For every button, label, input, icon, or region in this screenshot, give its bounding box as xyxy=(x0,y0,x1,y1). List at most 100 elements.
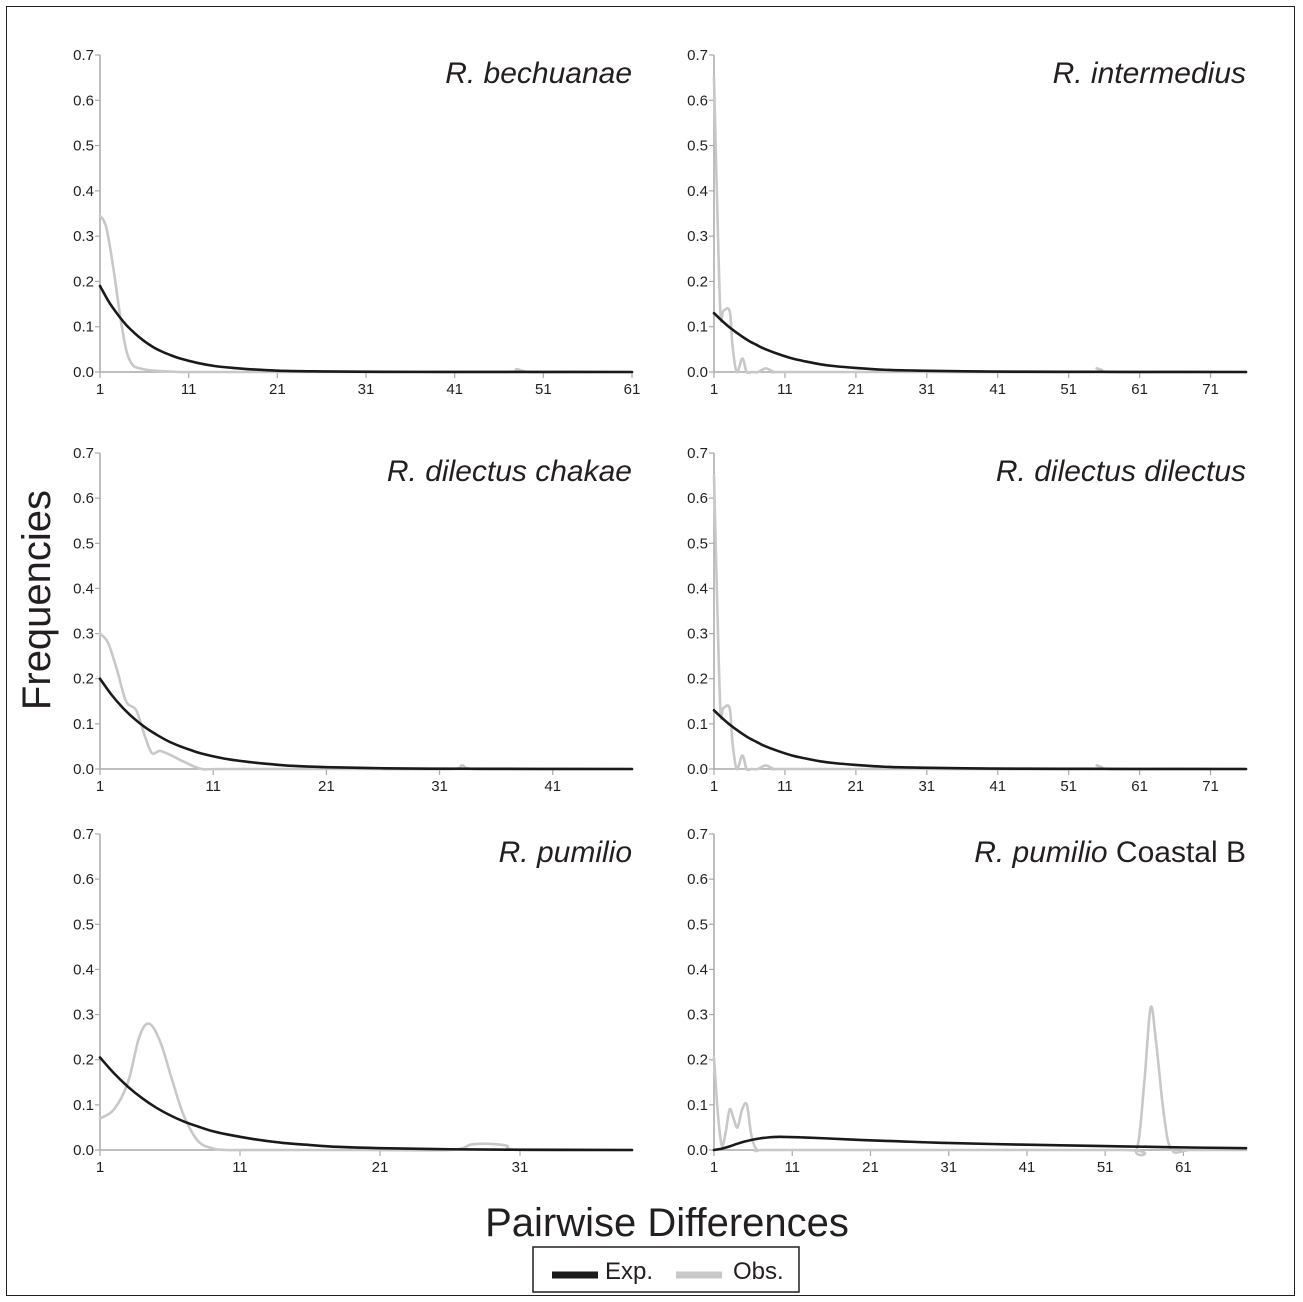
panel-title: R. intermedius xyxy=(1053,57,1246,90)
x-tick-label: 1 xyxy=(710,381,718,398)
exp-series-line xyxy=(98,677,634,771)
y-tick-label: 0.4 xyxy=(687,183,708,200)
x-tick-label: 11 xyxy=(777,778,793,795)
y-tick-label: 0.0 xyxy=(73,761,94,778)
obs-series-line xyxy=(98,632,634,771)
panel-5: 0.00.10.20.30.40.50.60.71 11 21 31R. pumili… xyxy=(73,826,634,1176)
y-tick-label: 0.0 xyxy=(687,1142,708,1159)
x-tick-label: 41 xyxy=(989,381,1006,398)
x-tick-label: 11 xyxy=(784,1159,800,1176)
y-tick-label: 0.2 xyxy=(687,671,708,688)
legend-obs-label: Obs. xyxy=(733,1258,784,1285)
x-tick-label: 61 xyxy=(1175,1159,1192,1176)
panel-2: 0.00.10.20.30.40.50.60.71 11 21 31 41 51 61 71R… xyxy=(687,47,1248,398)
panel-1: 0.00.10.20.30.40.50.60.71 11 21 31 41 51 61R. … xyxy=(73,47,640,398)
x-tick-label: 41 xyxy=(1019,1159,1036,1176)
panel-title: R. bechuanae xyxy=(445,57,632,90)
y-tick-label: 0.6 xyxy=(687,490,708,507)
y-axis-label: Frequencies xyxy=(15,490,59,710)
legend: Exp. Obs. xyxy=(532,1246,800,1293)
y-tick-label: 0.1 xyxy=(73,319,94,336)
y-tick-label: 0.4 xyxy=(73,183,94,200)
y-tick-label: 0.3 xyxy=(687,626,708,643)
exp-series-line xyxy=(712,1135,1248,1152)
x-tick-label: 21 xyxy=(862,1159,879,1176)
y-tick-label: 0.1 xyxy=(73,1097,94,1114)
y-tick-label: 0.5 xyxy=(73,535,94,552)
x-tick-label: 11 xyxy=(205,778,221,795)
x-tick-label: 21 xyxy=(848,381,865,398)
y-tick-label: 0.4 xyxy=(73,580,94,597)
obs-series-line xyxy=(98,1022,634,1152)
x-tick-label: 71 xyxy=(1202,381,1219,398)
panel-title-italic: R. intermedius xyxy=(1053,57,1246,90)
x-tick-label: 1 xyxy=(96,778,104,795)
y-tick-label: 0.1 xyxy=(687,1097,708,1114)
x-tick-label: 41 xyxy=(544,778,561,795)
y-tick-label: 0.2 xyxy=(687,1052,708,1069)
y-tick-label: 0.3 xyxy=(687,1007,708,1024)
y-tick-label: 0.7 xyxy=(687,445,708,462)
y-tick-label: 0.3 xyxy=(687,228,708,245)
y-tick-label: 0.5 xyxy=(73,138,94,155)
x-tick-label: 41 xyxy=(989,778,1006,795)
panel-6: 0.00.10.20.30.40.50.60.71 11 21 31 41 51 61R. … xyxy=(687,826,1248,1176)
x-tick-label: 1 xyxy=(96,1159,104,1176)
obs-series-line xyxy=(98,214,634,374)
x-tick-label: 51 xyxy=(1097,1159,1114,1176)
x-tick-label: 31 xyxy=(512,1159,529,1176)
panel-title: R. dilectus chakae xyxy=(387,455,632,488)
panel-3: 0.00.10.20.30.40.50.60.71 11 21 31 41R. dile… xyxy=(73,445,634,795)
x-tick-label: 11 xyxy=(181,381,197,398)
y-tick-label: 0.7 xyxy=(73,445,94,462)
y-tick-label: 0.3 xyxy=(73,1007,94,1024)
exp-series-line xyxy=(712,709,1248,771)
x-tick-label: 31 xyxy=(431,778,448,795)
y-tick-label: 0.7 xyxy=(73,47,94,64)
x-tick-label: 61 xyxy=(1131,778,1148,795)
y-tick-label: 0.4 xyxy=(73,961,94,978)
y-tick-label: 0.5 xyxy=(687,535,708,552)
x-tick-label: 21 xyxy=(372,1159,389,1176)
y-tick-label: 0.2 xyxy=(687,273,708,290)
x-axis-label: Pairwise Differences xyxy=(485,1201,849,1245)
panel-title-italic: R. bechuanae xyxy=(445,57,632,90)
x-tick-label: 11 xyxy=(232,1159,248,1176)
exp-series-line xyxy=(712,311,1248,374)
panel-title: R. pumilio Coastal B xyxy=(974,836,1246,869)
figure-frame xyxy=(6,6,1295,1296)
y-tick-label: 0.7 xyxy=(687,826,708,843)
y-tick-label: 0.4 xyxy=(687,580,708,597)
y-tick-label: 0.2 xyxy=(73,1052,94,1069)
x-tick-label: 61 xyxy=(1131,381,1148,398)
obs-series-line xyxy=(712,1005,1248,1157)
y-tick-label: 0.6 xyxy=(687,871,708,888)
panel-title: R. pumilio xyxy=(499,836,632,869)
x-tick-label: 1 xyxy=(710,778,718,795)
x-tick-label: 31 xyxy=(918,778,935,795)
x-tick-label: 31 xyxy=(358,381,375,398)
exp-series-line xyxy=(98,1056,634,1152)
y-tick-label: 0.3 xyxy=(73,626,94,643)
x-tick-label: 51 xyxy=(1060,381,1077,398)
y-tick-label: 0.2 xyxy=(73,273,94,290)
y-tick-label: 0.0 xyxy=(73,364,94,381)
x-tick-label: 31 xyxy=(918,381,935,398)
x-tick-label: 51 xyxy=(1060,778,1077,795)
y-tick-label: 0.5 xyxy=(687,138,708,155)
x-tick-label: 1 xyxy=(96,381,104,398)
y-tick-label: 0.6 xyxy=(73,490,94,507)
y-tick-label: 0.2 xyxy=(73,671,94,688)
panels: 0.00.10.20.30.40.50.60.71 11 21 31 41 51 61R. … xyxy=(73,47,1248,1176)
legend-box xyxy=(532,1246,800,1293)
legend-exp-label: Exp. xyxy=(605,1258,653,1285)
y-tick-label: 0.5 xyxy=(73,916,94,933)
x-tick-label: 51 xyxy=(535,381,552,398)
y-tick-label: 0.0 xyxy=(687,761,708,778)
y-tick-label: 0.3 xyxy=(73,228,94,245)
y-tick-label: 0.1 xyxy=(73,716,94,733)
exp-series-line xyxy=(98,284,634,374)
panel-title-plain: Coastal B xyxy=(1108,836,1246,869)
y-tick-label: 0.0 xyxy=(687,364,708,381)
y-tick-label: 0.7 xyxy=(73,826,94,843)
